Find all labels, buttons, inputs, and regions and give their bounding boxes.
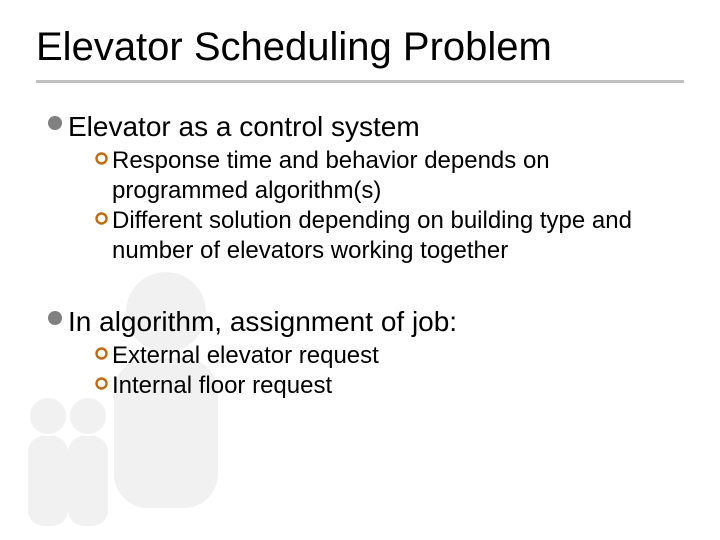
ring-bullet-icon bbox=[90, 377, 112, 390]
bullet-text: External elevator request bbox=[112, 341, 399, 371]
bullet-level1: Elevator as a control system bbox=[42, 109, 684, 144]
bullet-text: Response time and behavior depends on pr… bbox=[112, 146, 684, 206]
bullet-level2: Internal floor request bbox=[90, 371, 684, 401]
sublist: External elevator request Internal floor… bbox=[90, 341, 684, 401]
title-underline bbox=[36, 80, 684, 83]
content-area: Elevator as a control system Response ti… bbox=[36, 109, 684, 401]
slide-title: Elevator Scheduling Problem bbox=[36, 24, 684, 78]
bullet-level2: Different solution depending on building… bbox=[90, 206, 684, 266]
bullet-text: Different solution depending on building… bbox=[112, 206, 684, 266]
disc-bullet-icon bbox=[42, 310, 68, 326]
bullet-text: Elevator as a control system bbox=[68, 109, 420, 144]
ring-bullet-icon bbox=[90, 152, 112, 165]
ring-bullet-icon bbox=[90, 212, 112, 225]
slide: Elevator Scheduling Problem Elevator as … bbox=[0, 0, 720, 540]
ring-bullet-icon bbox=[90, 347, 112, 360]
bullet-level2: Response time and behavior depends on pr… bbox=[90, 146, 684, 206]
sublist: Response time and behavior depends on pr… bbox=[90, 146, 684, 266]
disc-bullet-icon bbox=[42, 115, 68, 131]
bullet-text: In algorithm, assignment of job: bbox=[68, 304, 457, 339]
bullet-level1: In algorithm, assignment of job: bbox=[42, 304, 684, 339]
bullet-level2: External elevator request bbox=[90, 341, 684, 371]
bullet-text: Internal floor request bbox=[112, 371, 352, 401]
